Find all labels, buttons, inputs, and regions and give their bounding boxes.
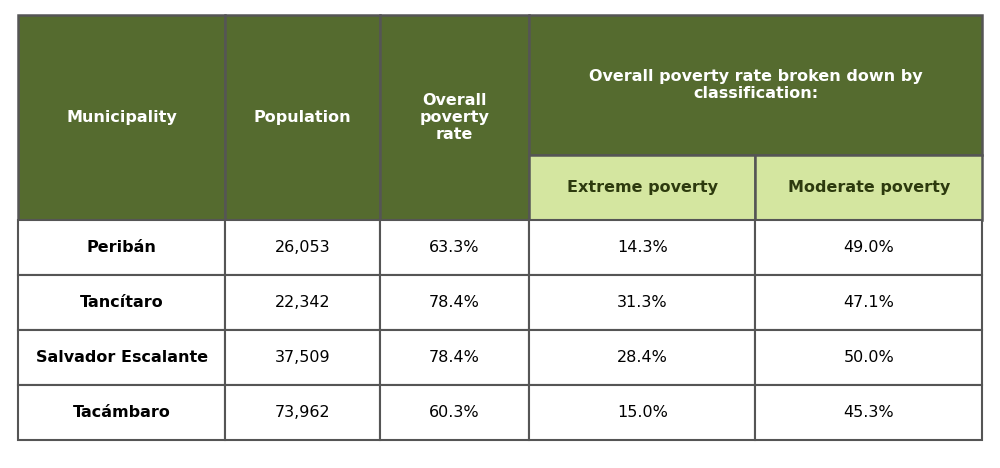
Text: Tacámbaro: Tacámbaro	[73, 405, 171, 420]
Bar	[755, 155, 982, 220]
Text: 47.1%: 47.1%	[843, 295, 894, 310]
Bar	[380, 15, 529, 220]
Text: 78.4%: 78.4%	[429, 350, 480, 365]
Text: 28.4%: 28.4%	[617, 350, 668, 365]
Text: Extreme poverty: Extreme poverty	[567, 180, 718, 195]
Text: Population: Population	[254, 110, 351, 125]
Text: 45.3%: 45.3%	[843, 405, 894, 420]
Bar	[225, 275, 380, 330]
Bar	[529, 275, 755, 330]
Text: 63.3%: 63.3%	[429, 240, 479, 255]
Bar	[380, 385, 529, 440]
Text: Salvador Escalante: Salvador Escalante	[36, 350, 208, 365]
Bar	[755, 220, 982, 275]
Text: 26,053: 26,053	[275, 240, 330, 255]
Text: Overall
poverty
rate: Overall poverty rate	[419, 93, 489, 142]
Bar	[225, 220, 380, 275]
Bar	[18, 275, 225, 330]
Text: 50.0%: 50.0%	[843, 350, 894, 365]
Bar	[225, 385, 380, 440]
Bar	[529, 155, 755, 220]
Text: 37,509: 37,509	[275, 350, 330, 365]
Text: Tancítaro: Tancítaro	[80, 295, 164, 310]
Bar	[755, 330, 982, 385]
Bar	[755, 385, 982, 440]
Text: Overall poverty rate broken down by
classification:: Overall poverty rate broken down by clas…	[589, 69, 922, 101]
Bar	[529, 15, 982, 155]
Bar	[18, 330, 225, 385]
Bar	[18, 385, 225, 440]
Text: 73,962: 73,962	[275, 405, 330, 420]
Bar	[18, 15, 225, 220]
Text: 49.0%: 49.0%	[843, 240, 894, 255]
Text: Municipality: Municipality	[66, 110, 177, 125]
Bar	[225, 15, 380, 220]
Bar	[225, 330, 380, 385]
Text: Peribán: Peribán	[87, 240, 157, 255]
Bar	[380, 330, 529, 385]
Text: Moderate poverty: Moderate poverty	[788, 180, 950, 195]
Bar	[529, 220, 755, 275]
Text: 78.4%: 78.4%	[429, 295, 480, 310]
Bar	[529, 330, 755, 385]
Bar	[380, 220, 529, 275]
Bar	[18, 220, 225, 275]
Bar	[755, 275, 982, 330]
Bar	[529, 385, 755, 440]
Text: 15.0%: 15.0%	[617, 405, 668, 420]
Bar	[380, 275, 529, 330]
Text: 22,342: 22,342	[275, 295, 330, 310]
Text: 60.3%: 60.3%	[429, 405, 480, 420]
Text: 31.3%: 31.3%	[617, 295, 668, 310]
Text: 14.3%: 14.3%	[617, 240, 668, 255]
